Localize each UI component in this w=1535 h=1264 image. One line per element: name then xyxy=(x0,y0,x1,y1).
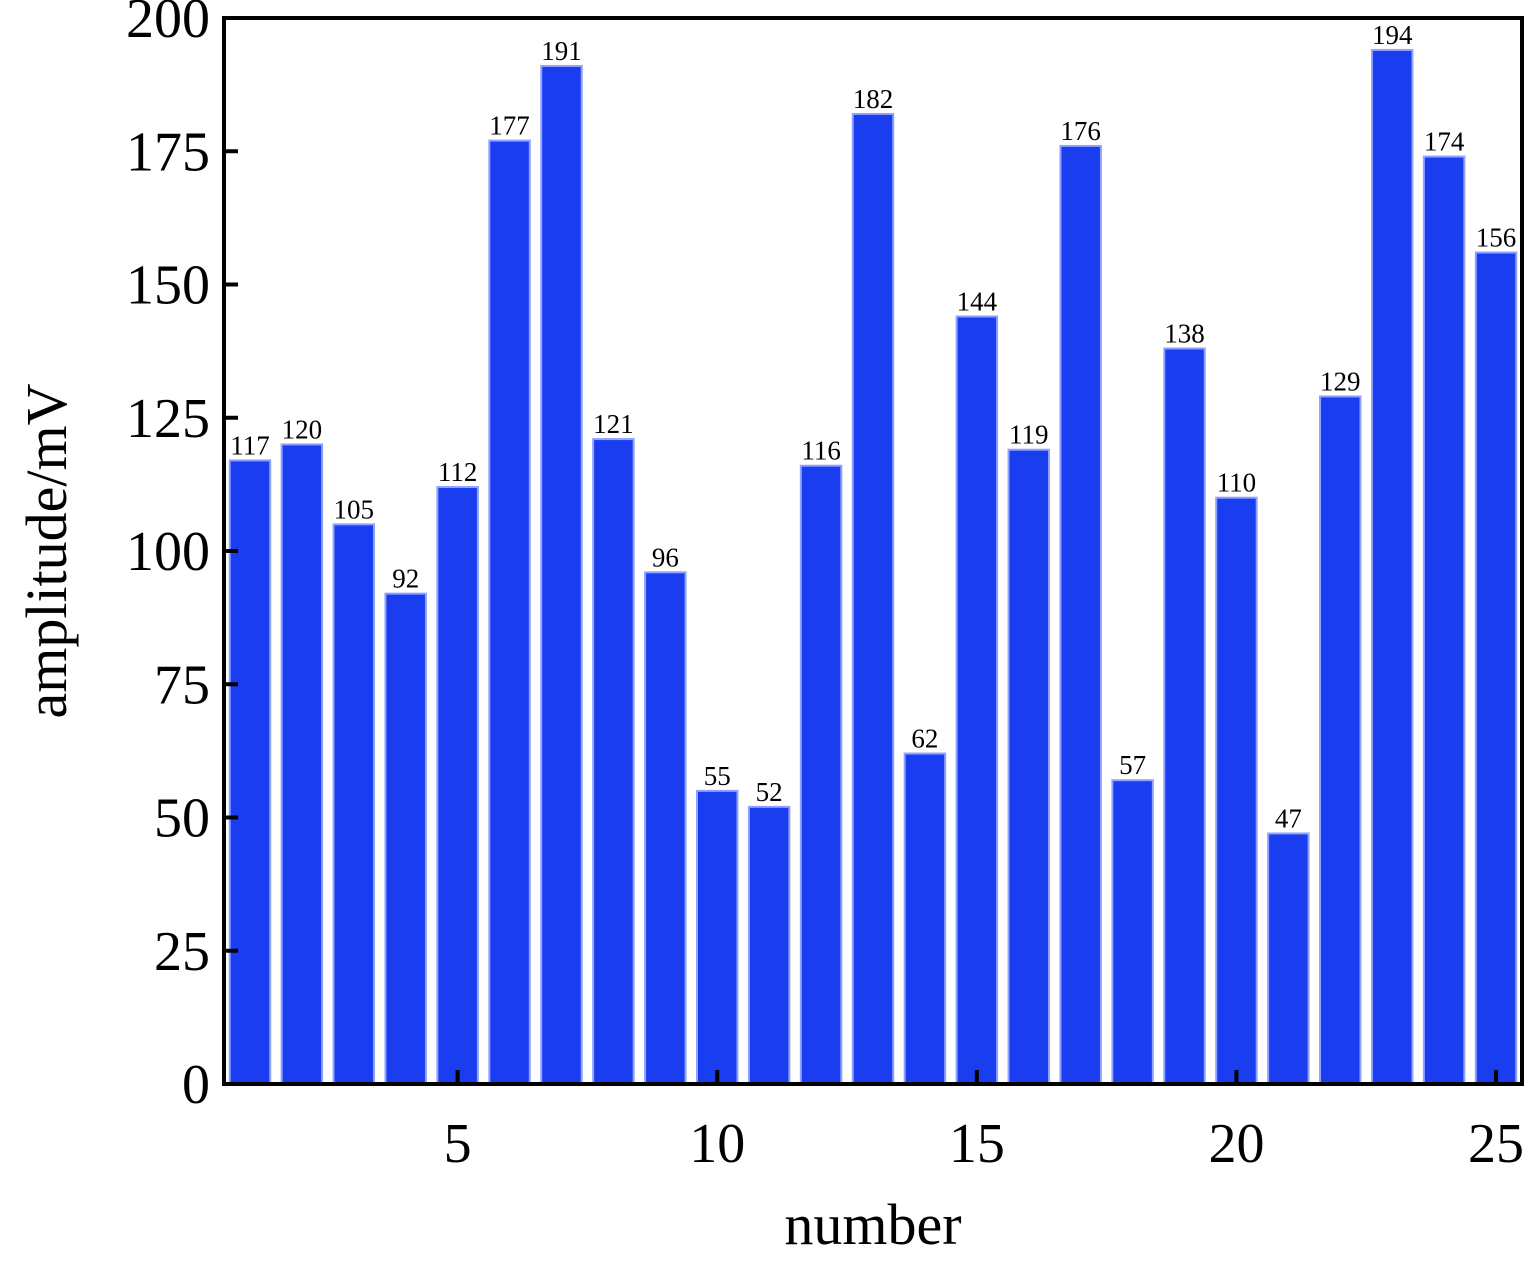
data-label-19: 138 xyxy=(1164,318,1205,348)
y-tick-label: 150 xyxy=(126,255,210,317)
bar-22 xyxy=(1320,396,1361,1084)
bar-3 xyxy=(334,524,375,1084)
data-label-21: 47 xyxy=(1275,803,1302,833)
bar-15 xyxy=(957,316,998,1084)
y-tick-label: 50 xyxy=(154,788,210,850)
data-label-1: 117 xyxy=(230,430,270,460)
data-label-13: 182 xyxy=(853,84,894,114)
data-label-5: 112 xyxy=(438,457,478,487)
bars-group xyxy=(230,50,1517,1084)
data-label-23: 194 xyxy=(1372,20,1413,50)
bar-14 xyxy=(905,754,946,1084)
data-label-9: 96 xyxy=(652,542,679,572)
x-tick-label: 20 xyxy=(1208,1113,1264,1175)
data-label-15: 144 xyxy=(957,286,998,316)
bar-5 xyxy=(437,487,478,1084)
data-label-6: 177 xyxy=(489,111,530,141)
y-tick-label: 125 xyxy=(126,388,210,450)
data-label-24: 174 xyxy=(1424,127,1465,157)
bar-20 xyxy=(1216,498,1257,1084)
y-tick-label: 100 xyxy=(126,521,210,583)
data-label-20: 110 xyxy=(1217,468,1257,498)
y-tick-label: 175 xyxy=(126,121,210,183)
bar-17 xyxy=(1060,146,1101,1084)
data-label-2: 120 xyxy=(282,414,323,444)
y-tick-label: 0 xyxy=(182,1054,210,1116)
data-label-10: 55 xyxy=(704,761,731,791)
bar-19 xyxy=(1164,348,1205,1084)
data-label-11: 52 xyxy=(756,777,783,807)
data-label-4: 92 xyxy=(392,564,419,594)
data-label-25: 156 xyxy=(1476,223,1517,253)
data-label-22: 129 xyxy=(1320,366,1361,396)
data-label-8: 121 xyxy=(593,409,634,439)
bar-18 xyxy=(1112,780,1153,1084)
data-label-3: 105 xyxy=(334,494,375,524)
x-axis-title: number xyxy=(784,1192,961,1257)
data-label-12: 116 xyxy=(801,436,841,466)
x-tick-label: 15 xyxy=(949,1113,1005,1175)
data-label-7: 191 xyxy=(541,36,582,66)
x-tick-label: 10 xyxy=(689,1113,745,1175)
bar-23 xyxy=(1372,50,1413,1084)
bar-12 xyxy=(801,466,842,1084)
bar-16 xyxy=(1009,450,1050,1084)
bar-9 xyxy=(645,572,686,1084)
bar-2 xyxy=(282,444,323,1084)
bar-25 xyxy=(1476,253,1517,1084)
bar-10 xyxy=(697,791,738,1084)
y-axis-title: amplitude/mV xyxy=(14,383,79,718)
bar-13 xyxy=(853,114,894,1084)
data-label-14: 62 xyxy=(911,724,938,754)
bar-21 xyxy=(1268,833,1309,1084)
bar-4 xyxy=(385,594,426,1084)
bar-7 xyxy=(541,66,582,1084)
y-axis: 0 25 50 75 100 125 150 175 200 xyxy=(126,0,238,1116)
y-tick-label: 75 xyxy=(154,654,210,716)
x-tick-label: 25 xyxy=(1468,1113,1524,1175)
bar-1 xyxy=(230,460,271,1084)
data-label-17: 176 xyxy=(1060,116,1101,146)
bar-11 xyxy=(749,807,790,1084)
data-label-16: 119 xyxy=(1009,420,1049,450)
x-tick-label: 5 xyxy=(444,1113,472,1175)
bar-6 xyxy=(489,141,530,1084)
y-tick-label: 25 xyxy=(154,921,210,983)
bar-8 xyxy=(593,439,634,1084)
data-label-18: 57 xyxy=(1119,750,1146,780)
bar-24 xyxy=(1424,157,1465,1084)
y-tick-label: 200 xyxy=(126,0,210,50)
